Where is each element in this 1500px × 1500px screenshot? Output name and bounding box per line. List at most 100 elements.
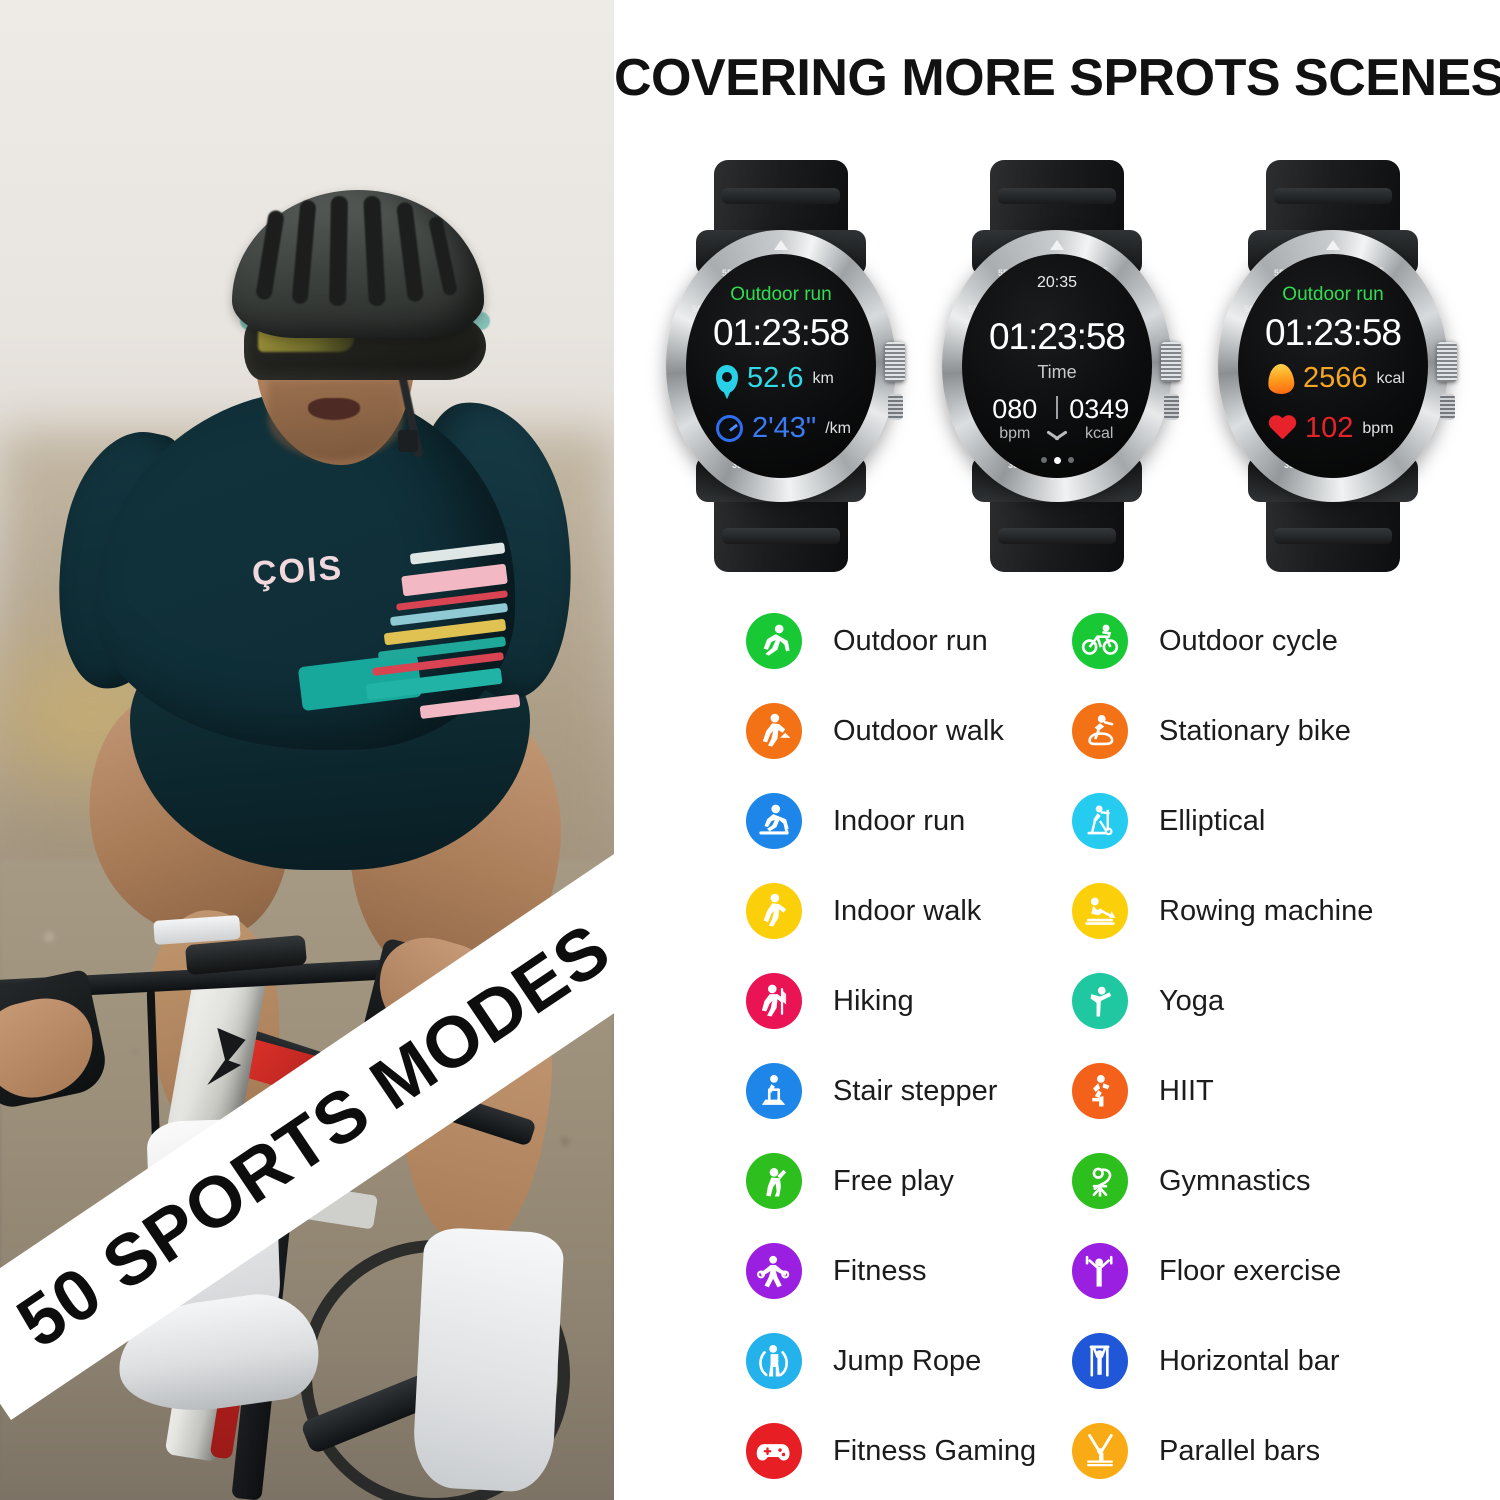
watch-crown[interactable]	[1161, 342, 1181, 382]
metric-value: 102	[1305, 412, 1354, 444]
sport-mode-row[interactable]: Outdoor cycle	[1072, 596, 1492, 686]
sport-mode-row[interactable]: Free play	[746, 1136, 1166, 1226]
sport-mode-label: Floor exercise	[1159, 1254, 1342, 1287]
sport-mode-row[interactable]: Stair stepper	[746, 1046, 1166, 1136]
yoga-icon	[1072, 973, 1128, 1029]
watch-duration-label: Time	[1037, 362, 1077, 382]
smartwatch-outdoor-run-distance: 05 15 20 25 30 35 45 50 55 Outdoor run 0…	[666, 160, 905, 572]
bezel-marker-icon	[1050, 240, 1064, 250]
watch-crown[interactable]	[885, 342, 905, 382]
metric-unit: bpm	[1362, 419, 1394, 437]
sport-mode-label: Outdoor walk	[833, 714, 1004, 747]
hiit-icon	[1072, 1063, 1128, 1119]
metric-unit: kcal	[1376, 369, 1405, 387]
sport-mode-label: Yoga	[1159, 984, 1225, 1017]
gymnastics-icon	[1072, 1153, 1128, 1209]
sport-mode-label: Gymnastics	[1159, 1164, 1311, 1197]
watch-case: 05 15 20 25 30 35 45 50 55 Outdoor run 0…	[666, 230, 905, 502]
sport-mode-label: Rowing machine	[1159, 894, 1374, 927]
page-dot[interactable]	[1040, 457, 1047, 463]
watch-case: 05 15 20 25 30 35 45 50 55 20:35 01:23:5…	[942, 230, 1181, 502]
page-indicator	[962, 457, 1152, 464]
watch-crown[interactable]	[1437, 342, 1457, 382]
sport-mode-row[interactable]: Outdoor run	[746, 596, 1166, 686]
sport-mode-row[interactable]: Parallel bars	[1072, 1406, 1492, 1496]
smartwatch-outdoor-run-calories: 05 15 20 25 30 35 45 50 55 Outdoor run 0…	[1218, 160, 1457, 572]
sport-mode-row[interactable]: Floor exercise	[1072, 1226, 1492, 1316]
sport-mode-row[interactable]: Horizontal bar	[1072, 1316, 1492, 1406]
kcal-value: 0349	[1069, 394, 1130, 424]
sport-mode-row[interactable]: Gymnastics	[1072, 1136, 1492, 1226]
fitness-icon	[746, 1243, 802, 1299]
sport-mode-label: Indoor walk	[833, 894, 982, 927]
watch-mode-label: Outdoor run	[730, 284, 832, 305]
elliptical-icon	[1072, 793, 1128, 849]
sport-mode-row[interactable]: HIIT	[1072, 1046, 1492, 1136]
hiking-icon	[746, 973, 802, 1029]
watch-metric-pace: 2'43" /km	[716, 412, 851, 445]
watch-side-button[interactable]	[1440, 394, 1455, 420]
watch-strap-ridge	[1274, 528, 1392, 544]
sports-column-right: Outdoor cycle Stationary bike Elliptical Ro…	[1072, 596, 1492, 1496]
right-content-panel: COVERING MORE SPROTS SCENES 05 15 20 25 …	[614, 0, 1500, 1500]
sport-mode-row[interactable]: Fitness Gaming	[746, 1406, 1166, 1496]
watch-case: 05 15 20 25 30 35 45 50 55 Outdoor run 0…	[1218, 230, 1457, 502]
sport-mode-row[interactable]: Outdoor walk	[746, 686, 1166, 776]
watch-duration: 01:23:58	[712, 312, 850, 353]
bezel-marker-icon	[1326, 240, 1340, 250]
flame-icon	[1266, 362, 1296, 395]
sport-mode-label: Fitness	[833, 1254, 927, 1287]
sport-mode-row[interactable]: Elliptical	[1072, 776, 1492, 866]
cyclist-figure: ÇOIS	[0, 0, 614, 1500]
watch-mode-label: Outdoor run	[1282, 284, 1384, 305]
watch-stats-row: 080 bpm | 0349 kcal	[962, 394, 1152, 443]
sport-mode-label: Elliptical	[1159, 804, 1266, 837]
cyclist-mouth	[308, 398, 360, 420]
sport-mode-row[interactable]: Fitness	[746, 1226, 1166, 1316]
bezel-numeral: 50	[692, 304, 703, 314]
horizontal-bar-icon	[1072, 1333, 1128, 1389]
bpm-unit: bpm	[999, 425, 1031, 442]
sport-mode-label: Hiking	[833, 984, 914, 1017]
helmet-buckle	[398, 430, 418, 452]
sport-mode-label: Jump Rope	[833, 1344, 982, 1377]
page-dot-active[interactable]	[1053, 457, 1061, 464]
sport-mode-label: Outdoor cycle	[1159, 624, 1338, 657]
sport-mode-row[interactable]: Hiking	[746, 956, 1166, 1046]
watch-screen[interactable]: Outdoor run 01:23:58 52.6 km 2'43" /km	[686, 254, 876, 478]
page-dot[interactable]	[1067, 457, 1074, 463]
right-sock	[411, 1226, 565, 1494]
kcal-unit: kcal	[1085, 425, 1114, 442]
sport-mode-label: Fitness Gaming	[833, 1434, 1037, 1467]
stationary-bike-icon	[1072, 703, 1128, 759]
watch-screen[interactable]: Outdoor run 01:23:58 2566 kcal 102 bpm	[1238, 254, 1428, 478]
watch-screen[interactable]: 20:35 01:23:58 Time 080 bpm | 0349 kcal	[962, 254, 1152, 478]
watch-duration: 01:23:58	[1264, 312, 1402, 353]
sport-mode-row[interactable]: Jump Rope	[746, 1316, 1166, 1406]
parallel-bars-icon	[1072, 1423, 1128, 1479]
sport-mode-row[interactable]: Stationary bike	[1072, 686, 1492, 776]
bpm-value: 080	[992, 394, 1038, 424]
bezel-numeral: 50	[1244, 304, 1255, 314]
sport-mode-row[interactable]: Yoga	[1072, 956, 1492, 1046]
watch-strap-ridge	[998, 188, 1116, 204]
indoor-run-icon	[746, 793, 802, 849]
jersey-brand-text: ÇOIS	[250, 548, 345, 594]
sport-mode-row[interactable]: Indoor run	[746, 776, 1166, 866]
stats-separator: |	[1053, 392, 1061, 420]
watch-clock: 20:35	[1036, 274, 1078, 291]
chevron-down-icon[interactable]	[1046, 434, 1068, 446]
floor-exercise-icon	[1072, 1243, 1128, 1299]
jaw-shadow	[268, 380, 403, 460]
sport-mode-row[interactable]: Rowing machine	[1072, 866, 1492, 956]
sport-mode-row[interactable]: Indoor walk	[746, 866, 1166, 956]
outdoor-run-icon	[746, 613, 802, 669]
watch-side-button[interactable]	[1164, 394, 1179, 420]
sport-mode-label: HIIT	[1159, 1074, 1214, 1107]
watch-strap-ridge	[998, 528, 1116, 544]
metric-unit: /km	[825, 419, 851, 437]
stair-stepper-icon	[746, 1063, 802, 1119]
indoor-walk-icon	[746, 883, 802, 939]
watch-showcase: 05 15 20 25 30 35 45 50 55 Outdoor run 0…	[624, 160, 1500, 572]
watch-side-button[interactable]	[888, 394, 903, 420]
